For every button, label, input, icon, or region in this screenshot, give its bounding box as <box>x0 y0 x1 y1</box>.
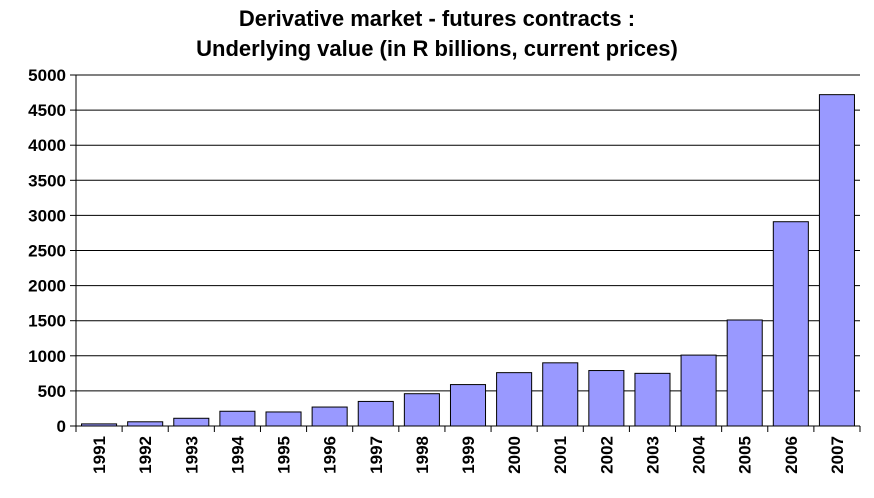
x-tick-label: 1996 <box>321 436 340 474</box>
x-tick-label: 2004 <box>690 435 709 473</box>
x-tick-label: 2003 <box>643 436 662 474</box>
bar-1993 <box>173 417 210 427</box>
y-tick-label: 2000 <box>28 277 66 296</box>
y-tick-label: 5000 <box>28 66 66 85</box>
bar-1998 <box>403 393 440 427</box>
bar-2002 <box>588 370 625 427</box>
y-tick-label: 4000 <box>28 136 66 155</box>
x-tick-label: 2002 <box>597 436 616 474</box>
chart-title: Derivative market - futures contracts : … <box>0 4 874 64</box>
y-tick-label: 500 <box>38 382 66 401</box>
y-tick-label: 4500 <box>28 101 66 120</box>
bar-1999 <box>449 384 487 427</box>
y-tick-label: 0 <box>57 417 66 436</box>
x-tick-label: 2005 <box>736 436 755 474</box>
x-tick-label: 1997 <box>367 436 386 474</box>
x-tick-label: 1995 <box>275 436 294 474</box>
x-tick-label: 2006 <box>782 436 801 474</box>
y-tick-label: 1500 <box>28 312 66 331</box>
y-tick-label: 3000 <box>28 206 66 225</box>
y-tick-label: 2500 <box>28 242 66 261</box>
bar-2001 <box>542 362 579 427</box>
x-tick-label: 1991 <box>90 436 109 474</box>
bar-2006 <box>772 221 809 427</box>
bar-1995 <box>265 411 302 427</box>
bar-2000 <box>496 372 533 427</box>
x-tick-label: 1994 <box>228 435 247 473</box>
x-tick-label: 1993 <box>182 436 201 474</box>
x-tick-label: 1998 <box>413 436 432 474</box>
y-tick-label: 3500 <box>28 171 66 190</box>
bar-1996 <box>311 406 348 427</box>
y-tick-label: 1000 <box>28 347 66 366</box>
bar-1992 <box>127 421 164 427</box>
x-tick-label: 2007 <box>828 436 847 474</box>
bar-2003 <box>634 372 671 427</box>
chart-title-line-2: Underlying value (in R billions, current… <box>196 36 678 61</box>
x-tick-label: 2001 <box>551 436 570 474</box>
x-tick-label: 1999 <box>459 436 478 474</box>
x-tick-label: 1992 <box>136 436 155 474</box>
x-tick-label: 2000 <box>505 436 524 474</box>
bar-2005 <box>726 319 763 427</box>
bar-1997 <box>357 400 394 427</box>
chart-title-line-1: Derivative market - futures contracts : <box>238 6 636 31</box>
bar-1994 <box>219 410 256 427</box>
bar-2004 <box>680 354 717 427</box>
bar-2007 <box>818 94 855 427</box>
